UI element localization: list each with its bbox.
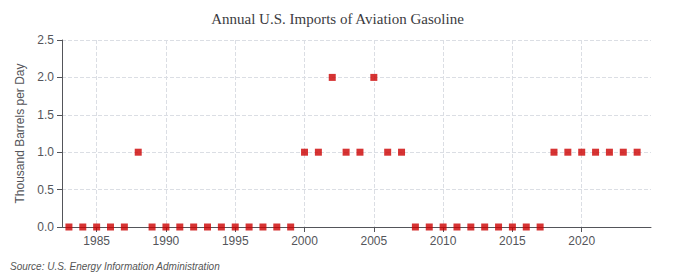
svg-text:1.5: 1.5	[37, 108, 54, 122]
svg-text:1985: 1985	[83, 234, 110, 248]
svg-text:2015: 2015	[499, 234, 526, 248]
svg-text:Annual U.S. Imports of Aviatio: Annual U.S. Imports of Aviation Gasoline	[211, 11, 464, 27]
svg-text:0.5: 0.5	[37, 183, 54, 197]
svg-text:1.0: 1.0	[37, 145, 54, 159]
svg-text:2010: 2010	[430, 234, 457, 248]
svg-text:1990: 1990	[153, 234, 180, 248]
svg-text:2005: 2005	[360, 234, 387, 248]
svg-text:0.0: 0.0	[37, 220, 54, 234]
svg-text:Source: U.S. Energy Informatio: Source: U.S. Energy Information Administ…	[10, 261, 220, 272]
svg-text:2000: 2000	[291, 234, 318, 248]
svg-text:1995: 1995	[222, 234, 249, 248]
svg-text:2020: 2020	[568, 234, 595, 248]
svg-text:2.0: 2.0	[37, 70, 54, 84]
svg-text:2.5: 2.5	[37, 33, 54, 47]
svg-text:Thousand Barrels per Day: Thousand Barrels per Day	[13, 63, 27, 203]
